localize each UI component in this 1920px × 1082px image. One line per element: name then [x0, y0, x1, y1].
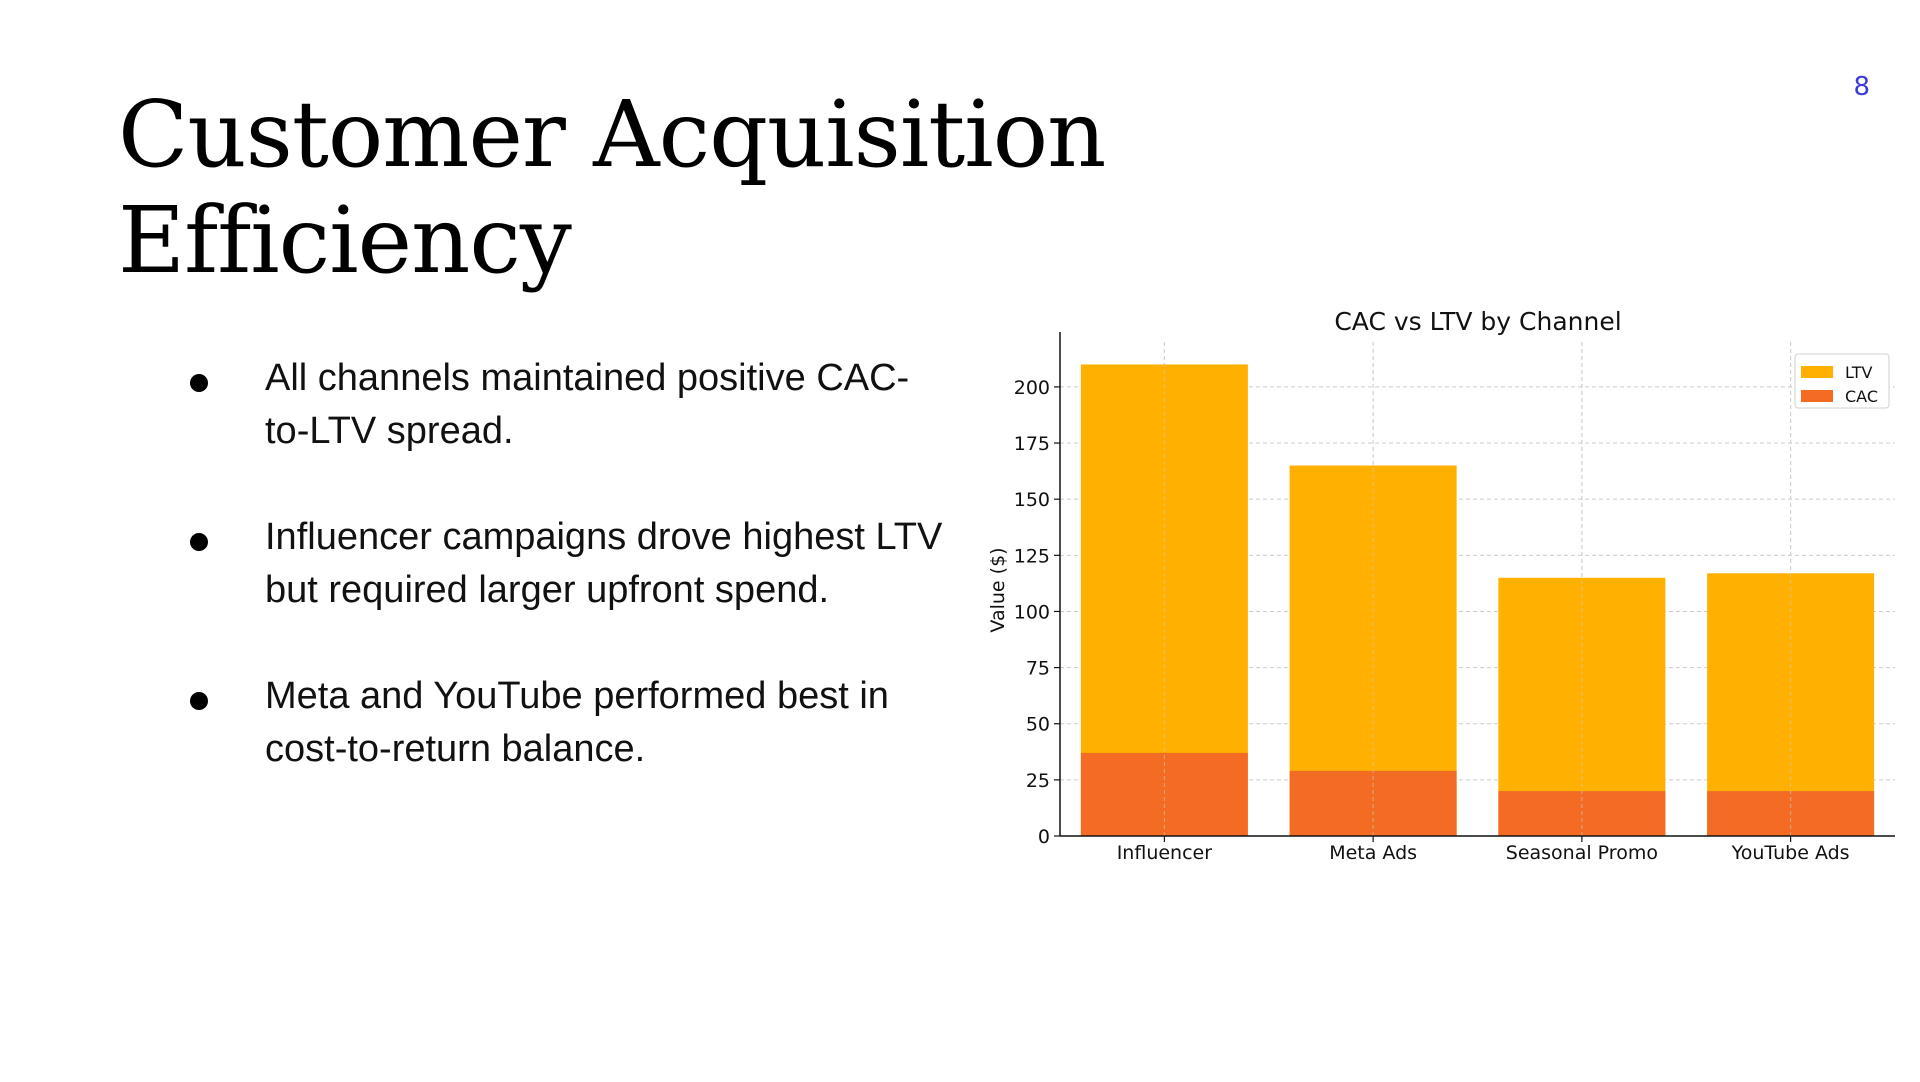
- bullet-dot-icon: [190, 374, 208, 392]
- bullet-text: Influencer campaigns drove highest LTV b…: [265, 516, 943, 611]
- y-tick-label: 100: [1014, 601, 1050, 623]
- bullet-item: Meta and YouTube performed best in cost-…: [190, 670, 950, 776]
- y-tick-label: 200: [1014, 377, 1050, 399]
- ltv: [1801, 366, 1833, 378]
- cac-ltv-bar-chart: 0 25 50 75 100 125 150 175 200 Influencer Meta Ads…: [987, 307, 1895, 864]
- y-tick-label: 150: [1014, 489, 1050, 511]
- page-number: 8: [1853, 72, 1870, 102]
- y-tick-label: 0: [1038, 826, 1050, 848]
- x-tick-label: Seasonal Promo: [1506, 842, 1658, 864]
- x-tick-label: YouTube Ads: [1731, 842, 1850, 864]
- bullet-text: All channels maintained positive CAC-to-…: [265, 357, 910, 452]
- bullet-dot-icon: [190, 692, 208, 710]
- bullet-dot-icon: [190, 533, 208, 551]
- x-tick-label: Influencer: [1117, 842, 1213, 864]
- cac: [1801, 390, 1833, 402]
- y-tick-label: 50: [1026, 714, 1050, 736]
- legend-label: CAC: [1845, 387, 1878, 406]
- bullet-list: All channels maintained positive CAC-to-…: [190, 352, 950, 829]
- bullet-item: All channels maintained positive CAC-to-…: [190, 352, 950, 458]
- y-tick-label: 175: [1014, 433, 1050, 455]
- axis-layer: 0 25 50 75 100 125 150 175 200 Influencer Meta Ads…: [1014, 332, 1895, 864]
- legend: LTV CAC: [1794, 353, 1890, 409]
- bar-layer: [1080, 342, 1875, 836]
- y-axis-label: Value ($): [987, 547, 1009, 632]
- bar-cac: [1080, 752, 1248, 836]
- bullet-text: Meta and YouTube performed best in cost-…: [265, 675, 889, 770]
- y-tick-label: 125: [1014, 545, 1050, 567]
- legend-label: LTV: [1845, 363, 1872, 382]
- chart-title: CAC vs LTV by Channel: [1334, 307, 1621, 336]
- slide-title: Customer Acquisition Efficiency: [118, 81, 1106, 294]
- y-tick-label: 25: [1026, 770, 1050, 792]
- bullet-item: Influencer campaigns drove highest LTV b…: [190, 511, 950, 617]
- x-tick-label: Meta Ads: [1329, 842, 1417, 864]
- y-tick-label: 75: [1026, 658, 1050, 680]
